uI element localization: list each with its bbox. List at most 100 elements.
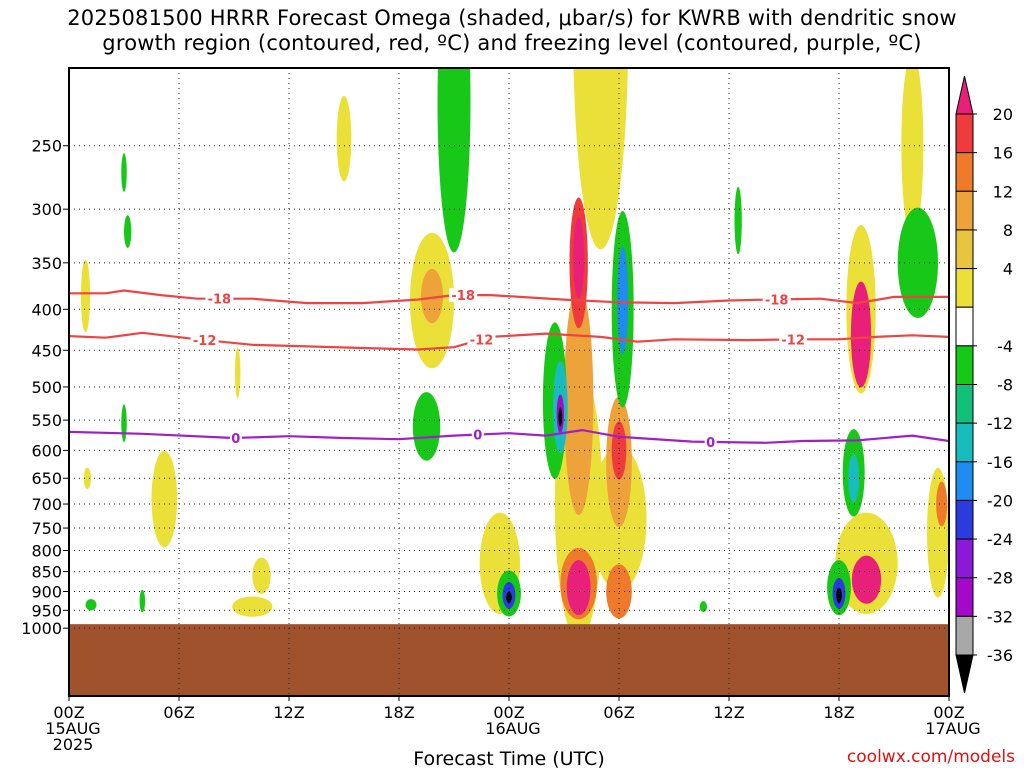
y-tick-label: 700 <box>31 495 62 514</box>
colorbar-label: 8 <box>1003 221 1013 240</box>
omega-area <box>848 454 860 503</box>
contour-label-bg <box>205 291 234 306</box>
contour-label-bg <box>762 292 791 307</box>
omega-area <box>232 596 273 617</box>
omega-area <box>566 560 591 616</box>
x-tick-label: 00Z <box>933 703 964 722</box>
ground-surface <box>69 624 949 696</box>
contour-line <box>69 428 949 444</box>
colorbar-swatch <box>955 538 974 579</box>
y-tick-label: 350 <box>31 254 62 273</box>
colorbar-bottom-triangle <box>955 654 974 694</box>
x-tick-label: 12Z <box>713 703 744 722</box>
omega-area <box>80 259 91 333</box>
colorbar-swatch <box>955 384 974 424</box>
y-tick-label: 450 <box>31 341 62 360</box>
omega-area <box>573 217 585 299</box>
contour-label: -18 <box>765 293 789 308</box>
colorbar-swatch <box>955 229 974 270</box>
omega-colorbar: 20 16 12 8 4 -4 -8 -12 -16 -20 -24 -28 -32 -36 <box>955 75 1013 694</box>
colorbar-swatch <box>955 615 974 656</box>
contour-label: -18 <box>451 289 475 304</box>
omega-area <box>927 467 949 598</box>
colorbar-label: 4 <box>1003 260 1013 279</box>
contour-label: -12 <box>193 334 217 349</box>
contour-label: -12 <box>470 333 494 348</box>
omega-area <box>121 153 127 192</box>
y-tick-label: 250 <box>31 137 62 156</box>
contour-label-bg <box>190 333 219 348</box>
omega-area <box>437 68 471 253</box>
omega-area <box>234 347 241 399</box>
x-tick-label: 00Z <box>493 703 524 722</box>
colorbar-swatch <box>955 577 974 617</box>
y-tick-label: 750 <box>31 519 62 538</box>
colorbar-swatch <box>955 190 974 231</box>
omega-area <box>851 555 882 604</box>
omega-area <box>83 467 92 489</box>
x-tick-label: 18Z <box>823 703 854 722</box>
omega-area <box>558 407 563 427</box>
x-tick-label: 2025 <box>53 735 94 754</box>
y-tick-label: 1000 <box>21 619 62 638</box>
x-tick-label: 18Z <box>383 703 414 722</box>
x-tick-label: 16AUG <box>485 719 540 738</box>
grid-lines <box>68 68 950 696</box>
y-tick-label: 300 <box>31 200 62 219</box>
y-tick-label: 550 <box>31 411 62 430</box>
colorbar-label: -4 <box>997 337 1013 356</box>
contour-label: 0 <box>231 432 240 447</box>
contour-label: 0 <box>706 436 715 451</box>
colorbar-swatch <box>955 113 974 154</box>
omega-shading <box>80 68 949 640</box>
omega-area <box>151 450 178 548</box>
omega-area <box>421 268 443 324</box>
ground-fill <box>69 624 949 696</box>
pressure-axis: 2503003504004505005506006507007508008509… <box>21 137 69 638</box>
contour-lines: -18 -18 -18 -12 -12 -12 0 0 0 <box>69 288 949 451</box>
contour-label: -12 <box>781 333 805 348</box>
omega-area <box>617 246 629 355</box>
contour-label-bg <box>779 332 808 347</box>
chart-title-line2: growth region (contoured, red, ºC) and f… <box>102 31 922 55</box>
x-tick-label: 06Z <box>603 703 634 722</box>
colorbar-swatch <box>955 422 974 463</box>
credit-link[interactable]: coolwx.com/models <box>847 747 1015 767</box>
y-tick-label: 600 <box>31 441 62 460</box>
contour-label-bg <box>467 332 496 347</box>
colorbar-label: -24 <box>987 530 1013 549</box>
omega-area <box>699 601 707 613</box>
x-tick-label: 00Z <box>53 703 84 722</box>
omega-area <box>936 481 948 527</box>
colorbar-swatch <box>955 152 974 192</box>
colorbar-label: 16 <box>993 144 1013 163</box>
colorbar-label: -20 <box>987 491 1013 510</box>
colorbar-swatch <box>955 345 974 386</box>
x-tick-label: 12Z <box>273 703 304 722</box>
omega-area <box>121 404 127 443</box>
x-axis-label: Forecast Time (UTC) <box>413 748 604 768</box>
y-tick-label: 400 <box>31 300 62 319</box>
contour-line <box>69 289 949 305</box>
y-tick-label: 650 <box>31 469 62 488</box>
x-tick-label: 06Z <box>163 703 194 722</box>
contour-label: -18 <box>208 293 232 308</box>
colorbar-label: -32 <box>987 607 1013 626</box>
colorbar-label: 12 <box>993 182 1013 201</box>
colorbar-swatch <box>955 499 974 540</box>
colorbar-swatch <box>955 268 974 308</box>
colorbar-label: 20 <box>993 105 1013 124</box>
omega-area <box>901 68 924 239</box>
y-tick-label: 500 <box>31 378 62 397</box>
contour-label-bg <box>471 427 484 442</box>
contour-label-bg <box>229 430 242 445</box>
contour-label-bg <box>704 434 717 449</box>
omega-area <box>836 587 842 603</box>
omega-area <box>336 95 352 182</box>
omega-area <box>506 591 512 603</box>
x-tick-label: 17AUG <box>925 719 980 738</box>
omega-area <box>850 281 872 388</box>
omega-area <box>85 599 97 611</box>
